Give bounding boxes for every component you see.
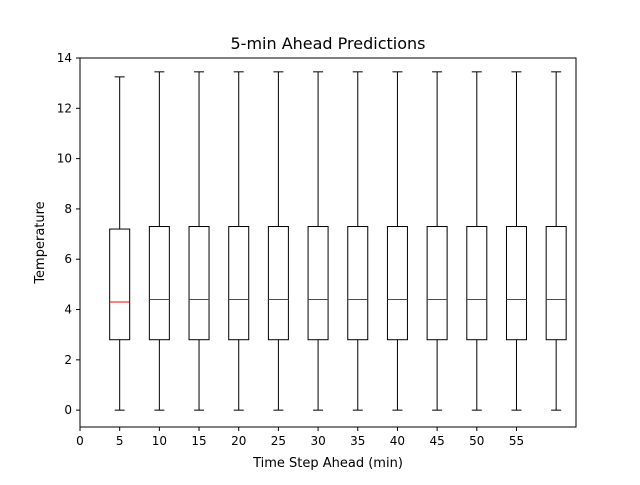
box-iqr <box>545 226 567 341</box>
x-tick-label: 40 <box>390 434 405 448</box>
y-tick-label: 8 <box>64 202 72 216</box>
box-8 <box>386 71 408 411</box>
box-iqr <box>267 226 289 341</box>
x-tick-label: 55 <box>509 434 524 448</box>
box-iqr <box>188 226 210 341</box>
box-9 <box>426 71 448 411</box>
box-7 <box>347 71 369 411</box>
box-4 <box>228 71 250 411</box>
box-iqr <box>109 228 131 341</box>
box-iqr <box>386 226 408 341</box>
x-tick-label: 30 <box>310 434 325 448</box>
y-tick-label: 10 <box>57 152 72 166</box>
axes-frame <box>79 57 577 428</box>
y-tick-label: 2 <box>64 353 72 367</box>
x-tick-label: 45 <box>429 434 444 448</box>
y-tick-label: 12 <box>57 101 72 115</box>
x-tick-label: 20 <box>231 434 246 448</box>
box-6 <box>307 71 329 411</box>
y-tick-label: 6 <box>64 252 72 266</box>
chart-title: 5-min Ahead Predictions <box>230 34 425 53</box>
x-tick-label: 25 <box>271 434 286 448</box>
x-tick-label: 0 <box>76 434 84 448</box>
y-tick-label: 4 <box>64 303 72 317</box>
x-tick-label: 35 <box>350 434 365 448</box>
y-axis-label: Temperature <box>33 201 48 284</box>
box-iqr <box>307 226 329 341</box>
box-5 <box>267 71 289 411</box>
y-axis-ticks: 0 2 4 6 8 10 12 14 <box>57 51 80 417</box>
plot-area <box>109 71 567 411</box>
x-axis-ticks: 0 5 10 15 20 25 30 35 40 45 50 55 <box>76 427 524 448</box>
x-tick-label: 5 <box>116 434 124 448</box>
x-tick-label: 15 <box>191 434 206 448</box>
box-iqr <box>228 226 250 341</box>
x-tick-label: 10 <box>152 434 167 448</box>
y-tick-label: 0 <box>64 403 72 417</box>
box-3 <box>188 71 210 411</box>
box-iqr <box>466 226 488 341</box>
box-iqr <box>148 226 170 341</box>
box-2 <box>148 71 170 411</box>
x-axis-label: Time Step Ahead (min) <box>252 456 403 471</box>
x-tick-label: 50 <box>469 434 484 448</box>
box-10 <box>466 71 488 411</box>
box-iqr <box>505 226 527 341</box>
box-iqr <box>347 226 369 341</box>
y-tick-label: 14 <box>57 51 72 65</box>
box-11 <box>505 71 527 411</box>
box-1 <box>109 76 131 411</box>
box-12 <box>545 71 567 411</box>
box-iqr <box>426 226 448 341</box>
